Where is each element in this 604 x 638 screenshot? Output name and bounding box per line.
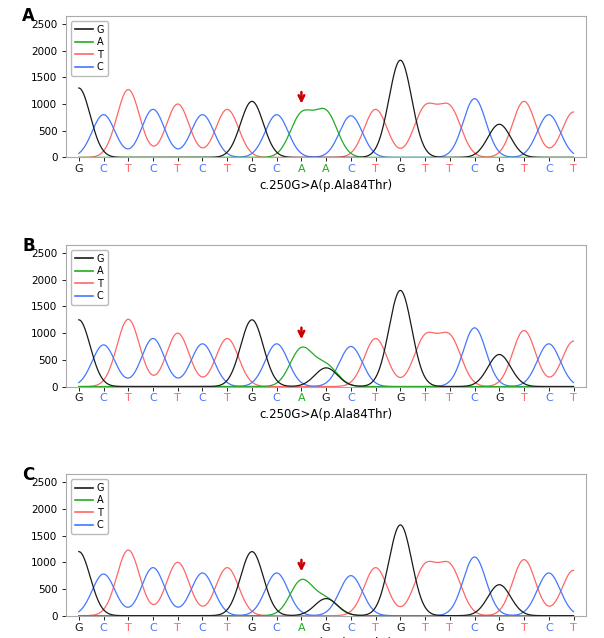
Legend: G, A, T, C: G, A, T, C <box>71 250 108 305</box>
X-axis label: c.250G>A(p.Ala84Thr): c.250G>A(p.Ala84Thr) <box>260 637 393 638</box>
Legend: G, A, T, C: G, A, T, C <box>71 479 108 534</box>
Text: A: A <box>22 8 35 26</box>
Legend: G, A, T, C: G, A, T, C <box>71 21 108 76</box>
Text: C: C <box>22 466 34 484</box>
X-axis label: c.250G>A(p.Ala84Thr): c.250G>A(p.Ala84Thr) <box>260 179 393 191</box>
Text: B: B <box>22 237 35 255</box>
X-axis label: c.250G>A(p.Ala84Thr): c.250G>A(p.Ala84Thr) <box>260 408 393 420</box>
